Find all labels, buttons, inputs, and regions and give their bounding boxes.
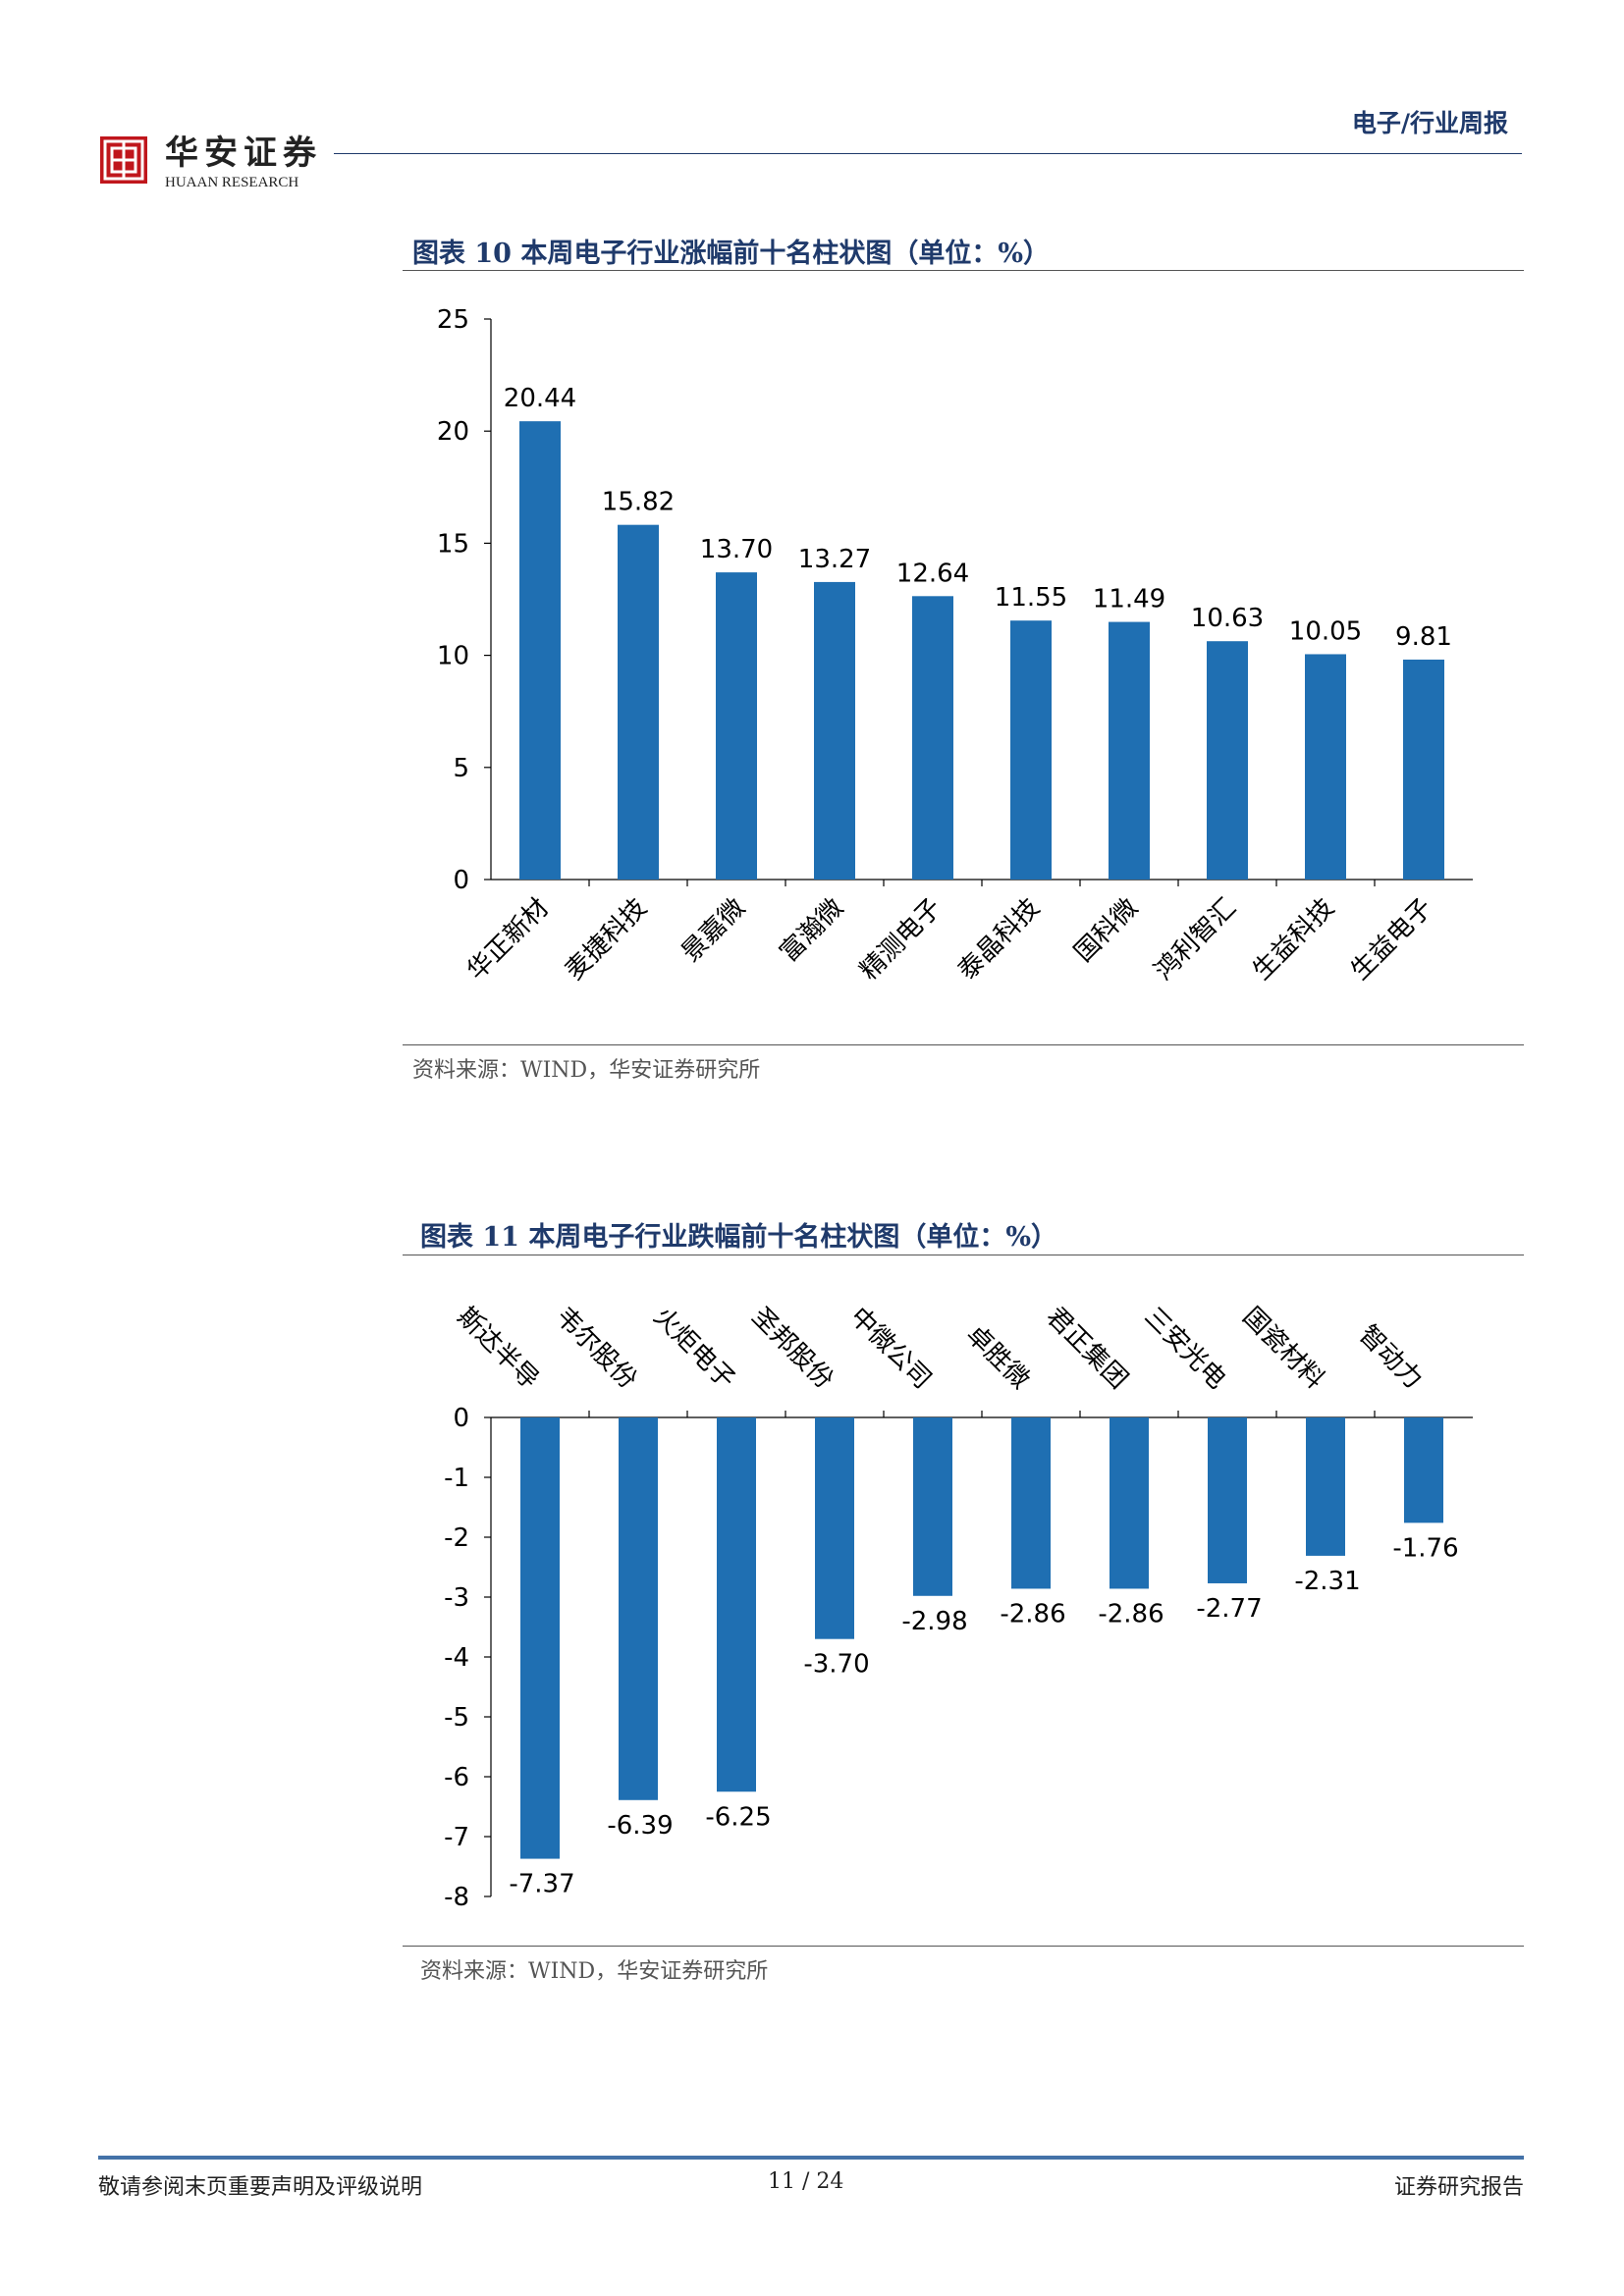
category-label: 智动力 xyxy=(1353,1320,1428,1395)
figure2-bottom-rule xyxy=(403,1946,1524,1947)
bar xyxy=(519,421,561,880)
bar xyxy=(1208,1417,1247,1583)
category-label: 中微公司 xyxy=(844,1302,938,1395)
category-label: 精测电子 xyxy=(854,893,947,987)
category-label: 圣邦股份 xyxy=(746,1302,839,1395)
figure2-source: 资料来源：WIND，华安证券研究所 xyxy=(420,1959,769,1984)
y-tick-label: -3 xyxy=(444,1583,469,1613)
category-label: 麦捷科技 xyxy=(560,893,653,987)
bar xyxy=(1109,621,1150,880)
bar xyxy=(1110,1417,1149,1589)
bar xyxy=(1403,659,1444,880)
y-tick-label: 0 xyxy=(453,1404,469,1433)
bar xyxy=(618,524,659,880)
y-tick-label: -1 xyxy=(444,1464,469,1493)
bar xyxy=(717,1417,756,1792)
category-label: 鸿利智汇 xyxy=(1149,893,1242,987)
y-tick-label: -5 xyxy=(444,1703,469,1733)
footer-disclaimer: 敬请参阅末页重要声明及评级说明 xyxy=(98,2175,423,2200)
bar xyxy=(520,1417,560,1859)
category-label: 泰晶科技 xyxy=(952,893,1046,987)
data-label: 13.70 xyxy=(700,535,773,564)
category-label: 三安光电 xyxy=(1139,1302,1232,1395)
y-tick-label: -2 xyxy=(444,1523,469,1553)
data-label: 13.27 xyxy=(798,545,871,574)
bar xyxy=(1010,620,1052,880)
category-label: 国瓷材料 xyxy=(1237,1302,1330,1395)
data-label: 11.49 xyxy=(1093,585,1165,614)
y-tick-label: 10 xyxy=(437,642,469,671)
data-label: 10.05 xyxy=(1289,616,1362,646)
data-label: -2.86 xyxy=(1098,1599,1164,1629)
figure1-top-rule xyxy=(403,270,1524,271)
data-label: -2.98 xyxy=(901,1607,967,1636)
category-label: 景嘉微 xyxy=(677,893,751,968)
bar xyxy=(1306,1417,1345,1556)
logo-text: 华安证券 xyxy=(165,133,322,173)
bar xyxy=(1207,641,1248,880)
y-tick-label: -7 xyxy=(444,1823,469,1852)
footer-report-type: 证券研究报告 xyxy=(1393,2175,1524,2200)
bar xyxy=(1404,1417,1443,1523)
header-divider xyxy=(334,153,1522,154)
bar xyxy=(1011,1417,1051,1589)
page-number: 11 / 24 xyxy=(768,2169,844,2194)
data-label: 15.82 xyxy=(602,488,675,517)
data-label: 11.55 xyxy=(995,583,1067,613)
category-label: 卓胜微 xyxy=(960,1320,1035,1395)
figure2-title: 图表 11 本周电子行业跌幅前十名柱状图（单位：%） xyxy=(420,1222,1058,1253)
category-label: 富瀚微 xyxy=(775,893,849,968)
logo-subtext: HUAAN RESEARCH xyxy=(165,175,299,190)
data-label: -2.31 xyxy=(1294,1567,1360,1596)
figure1-source: 资料来源：WIND，华安证券研究所 xyxy=(412,1058,761,1083)
data-label: -1.76 xyxy=(1392,1533,1458,1563)
data-label: -2.77 xyxy=(1196,1594,1262,1624)
bar xyxy=(619,1417,658,1800)
bar xyxy=(912,596,953,880)
y-tick-label: 0 xyxy=(453,866,469,895)
data-label: -7.37 xyxy=(509,1870,574,1899)
data-label: -6.39 xyxy=(607,1811,673,1841)
y-tick-label: 20 xyxy=(437,417,469,447)
category-label: 国科微 xyxy=(1069,893,1144,968)
gainers-bar-chart: 0 5 10 15 20 25 20.44 华正新材 15.82 麦捷科技 13.70 景嘉微 13.2… xyxy=(437,305,1473,987)
y-tick-label: -4 xyxy=(444,1643,469,1673)
data-label: 10.63 xyxy=(1191,604,1264,633)
logo-icon xyxy=(100,136,147,184)
bar xyxy=(913,1417,952,1596)
category-label: 华正新材 xyxy=(461,893,555,987)
category-label: 斯达半导 xyxy=(452,1302,545,1395)
data-label: 9.81 xyxy=(1395,622,1452,652)
bar xyxy=(814,581,855,880)
y-tick-label: -6 xyxy=(444,1763,469,1792)
category-label: 生益电子 xyxy=(1345,893,1438,987)
category-label: 生益科技 xyxy=(1247,893,1340,987)
section-title: 电子/行业周报 xyxy=(1351,109,1508,137)
bar xyxy=(815,1417,854,1639)
category-label: 韦尔股份 xyxy=(550,1302,643,1395)
data-label: -6.25 xyxy=(705,1802,771,1832)
data-label: 12.64 xyxy=(896,559,969,588)
y-tick-label: -8 xyxy=(444,1883,469,1912)
category-label: 君正集团 xyxy=(1041,1302,1134,1395)
category-label: 火炬电子 xyxy=(648,1302,741,1395)
data-label: -2.86 xyxy=(1000,1599,1065,1629)
bar xyxy=(716,572,757,880)
figure1-title: 图表 10 本周电子行业涨幅前十名柱状图（单位：%） xyxy=(412,239,1051,269)
data-label: 20.44 xyxy=(504,384,576,413)
figure1-bottom-rule xyxy=(403,1044,1524,1045)
footer-divider xyxy=(98,2156,1524,2160)
data-label: -3.70 xyxy=(803,1650,869,1680)
y-tick-label: 5 xyxy=(453,754,469,783)
y-tick-label: 25 xyxy=(437,305,469,335)
losers-bar-chart: 0 -1 -2 -3 -4 -5 -6 -7 -8 -7.37 斯达半导 -6.39 韦尔股份 -6.25… xyxy=(444,1302,1473,1912)
bar xyxy=(1305,654,1346,880)
y-tick-label: 15 xyxy=(437,529,469,559)
